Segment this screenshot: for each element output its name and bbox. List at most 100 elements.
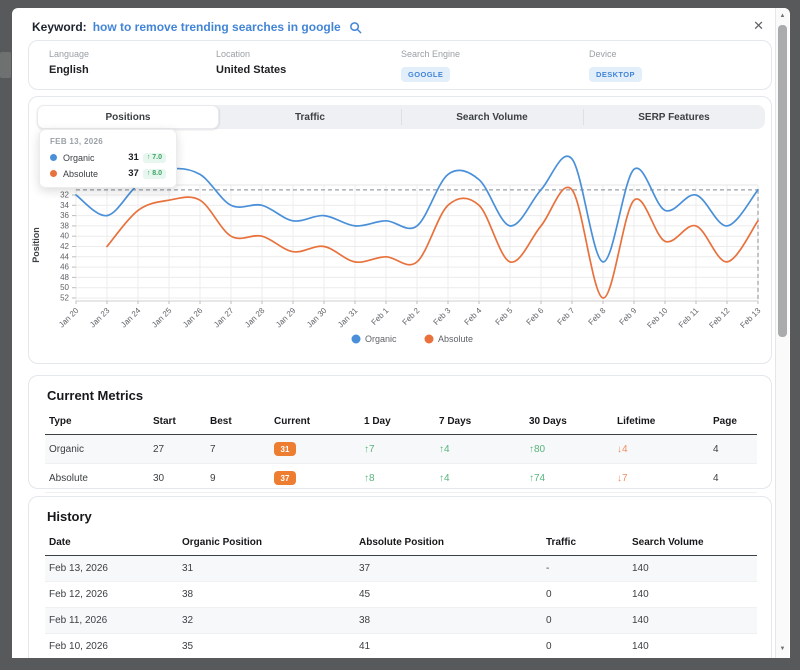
history-cell: 38 <box>178 582 355 608</box>
history-row: Feb 13, 20263137-140 <box>45 556 757 582</box>
y-tick-label: 48 <box>60 273 69 282</box>
keyword-settings-card: Language English Location United States … <box>28 40 772 90</box>
current-position-badge: 37 <box>274 471 296 485</box>
scrollbar-thumb[interactable] <box>778 25 787 337</box>
x-tick-label: Feb 3 <box>432 306 453 327</box>
chart-tabs: Positions Traffic Search Volume SERP Fea… <box>37 105 765 129</box>
history-card: History DateOrganic PositionAbsolute Pos… <box>28 496 772 658</box>
field-device: Device DESKTOP <box>589 49 771 82</box>
x-tick-label: Feb 9 <box>618 306 639 327</box>
metrics-cell-type: Absolute <box>45 464 149 493</box>
history-cell: 0 <box>542 582 628 608</box>
y-axis-title: Position <box>31 227 41 263</box>
x-tick-label: Feb 4 <box>463 306 484 327</box>
keyword-label: Keyword: <box>32 20 87 34</box>
x-tick-label: Feb 1 <box>370 306 391 327</box>
x-tick-label: Feb 13 <box>738 306 762 330</box>
search-engine-label: Search Engine <box>401 49 589 59</box>
x-tick-label: Jan 24 <box>119 306 143 330</box>
metrics-row-organic: Organic27731↑7↑4↑80↓44 <box>45 435 757 464</box>
y-tick-label: 42 <box>60 242 69 251</box>
location-label: Location <box>216 49 401 59</box>
field-language: Language English <box>49 49 216 82</box>
x-tick-label: Jan 25 <box>150 306 174 330</box>
x-tick-label: Feb 10 <box>645 306 669 330</box>
search-icon[interactable] <box>349 21 362 34</box>
current-metrics-card: Current Metrics TypeStartBestCurrent1 Da… <box>28 375 772 489</box>
metrics-cell-days_7: ↑4 <box>435 464 525 493</box>
tab-serp-features[interactable]: SERP Features <box>583 105 765 129</box>
organic-legend-icon[interactable] <box>352 335 361 344</box>
organic-dot-icon <box>50 154 57 161</box>
x-tick-label: Jan 28 <box>243 306 267 330</box>
x-tick-label: Feb 7 <box>556 306 577 327</box>
metrics-cell-best: 9 <box>206 464 270 493</box>
x-tick-label: Jan 31 <box>336 306 360 330</box>
tab-search-volume[interactable]: Search Volume <box>401 105 583 129</box>
history-table-head: DateOrganic PositionAbsolute PositionTra… <box>45 531 757 556</box>
x-tick-label: Feb 12 <box>707 306 731 330</box>
x-tick-label: Jan 30 <box>305 306 329 330</box>
y-tick-label: 34 <box>60 201 69 210</box>
field-location: Location United States <box>216 49 401 82</box>
x-tick-label: Feb 2 <box>401 306 422 327</box>
x-tick-label: Feb 8 <box>587 306 608 327</box>
y-tick-label: 36 <box>60 211 69 220</box>
history-cell: Feb 13, 2026 <box>45 556 178 582</box>
y-tick-label: 52 <box>60 294 69 303</box>
metrics-cell-start: 30 <box>149 464 206 493</box>
background-page-fragment <box>0 52 11 78</box>
device-badge: DESKTOP <box>589 67 642 82</box>
history-header-cell: Absolute Position <box>355 531 542 556</box>
tab-traffic[interactable]: Traffic <box>219 105 401 129</box>
history-cell: Feb 12, 2026 <box>45 582 178 608</box>
legend-label-absolute[interactable]: Absolute <box>438 334 473 344</box>
keyword-text[interactable]: how to remove trending searches in googl… <box>93 20 341 34</box>
metrics-cell-days_30: ↑80 <box>525 435 613 464</box>
metrics-cell-days_30: ↑74 <box>525 464 613 493</box>
history-cell: 140 <box>628 608 757 634</box>
metrics-header-cell: Lifetime <box>613 410 709 435</box>
metrics-cell-current: 37 <box>270 464 360 493</box>
metrics-cell-start: 27 <box>149 435 206 464</box>
metrics-header-cell: Type <box>45 410 149 435</box>
y-tick-label: 32 <box>60 191 69 200</box>
scroll-down-icon[interactable]: ▼ <box>776 643 789 656</box>
history-row: Feb 11, 202632380140 <box>45 608 757 634</box>
absolute-dot-icon <box>50 170 57 177</box>
x-tick-label: Jan 23 <box>88 306 112 330</box>
tab-positions[interactable]: Positions <box>37 105 219 129</box>
metrics-cell-best: 7 <box>206 435 270 464</box>
history-row: Feb 12, 202638450140 <box>45 582 757 608</box>
history-cell: Feb 11, 2026 <box>45 608 178 634</box>
y-tick-label: 38 <box>60 221 69 230</box>
history-cell: 41 <box>355 634 542 659</box>
x-tick-label: Feb 11 <box>677 306 701 330</box>
modal-scrollbar[interactable]: ▲ ▼ <box>775 8 789 658</box>
language-label: Language <box>49 49 216 59</box>
history-title: History <box>47 509 755 524</box>
y-tick-label: 50 <box>60 283 69 292</box>
current-position-badge: 31 <box>274 442 296 456</box>
legend-label-organic[interactable]: Organic <box>365 334 397 344</box>
modal-header: Keyword: how to remove trending searches… <box>32 20 362 34</box>
history-cell: 0 <box>542 608 628 634</box>
y-tick-label: 44 <box>60 252 69 261</box>
absolute-legend-icon[interactable] <box>425 335 434 344</box>
tooltip-row-absolute: Absolute 37 ↑ 8.0 <box>50 168 166 179</box>
x-tick-label: Feb 6 <box>525 306 546 327</box>
y-tick-label: 46 <box>60 263 69 272</box>
x-tick-label: Jan 29 <box>274 306 298 330</box>
history-cell: 38 <box>355 608 542 634</box>
tooltip-row-organic: Organic 31 ↑ 7.0 <box>50 152 166 163</box>
history-header-cell: Traffic <box>542 531 628 556</box>
history-cell: 45 <box>355 582 542 608</box>
history-row: Feb 10, 202635410140 <box>45 634 757 659</box>
x-tick-label: Jan 26 <box>181 306 205 330</box>
scroll-up-icon[interactable]: ▲ <box>776 10 789 23</box>
tooltip-date: FEB 13, 2026 <box>50 137 166 146</box>
device-label: Device <box>589 49 771 59</box>
close-icon[interactable]: ✕ <box>753 19 764 33</box>
history-cell: - <box>542 556 628 582</box>
search-engine-badge: GOOGLE <box>401 67 450 82</box>
